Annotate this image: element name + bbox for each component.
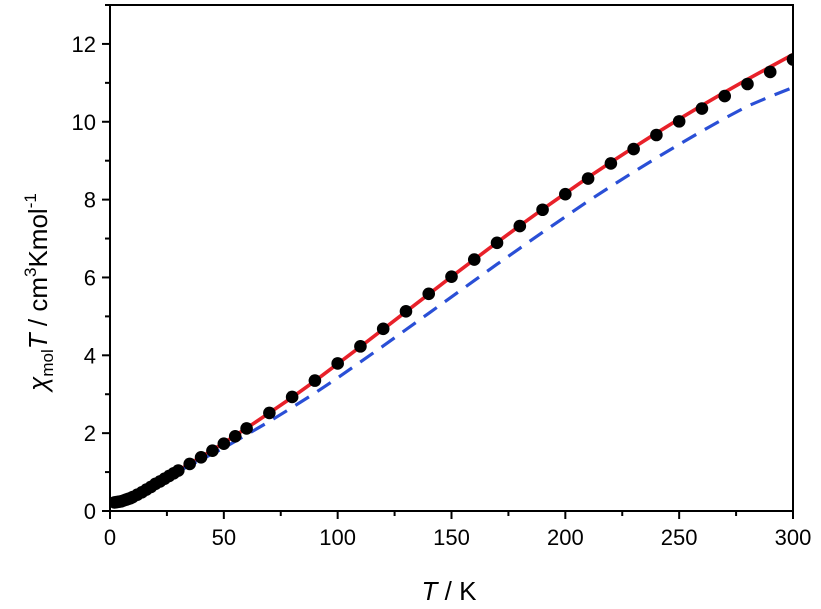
y-tick-label: 12 (72, 32, 96, 57)
x-tick-label: 300 (775, 525, 812, 550)
y-axis-title-unit-a: / cm (23, 277, 53, 333)
data-point (741, 77, 754, 91)
data-point (172, 464, 185, 477)
x-tick-label: 0 (104, 525, 116, 550)
y-axis-title-sub: mol (38, 349, 57, 376)
y-axis-title-sup-b: -1 (21, 193, 40, 208)
data-point (263, 406, 276, 420)
y-tick-label: 0 (84, 499, 96, 524)
x-axis-title-variable: T (422, 576, 440, 606)
data-point (467, 253, 481, 266)
data-point (581, 172, 595, 185)
ticks-layer: 0 50 100 150 200 250 300 0 2 4 6 8 10 12 (72, 4, 812, 550)
data-point (331, 357, 344, 370)
y-tick-label: 2 (84, 421, 96, 446)
data-point (490, 236, 504, 250)
data-point (445, 270, 458, 283)
data-point (217, 437, 231, 450)
data-point (513, 219, 527, 233)
data-point (786, 53, 793, 66)
data-point (422, 287, 436, 301)
data-points-series (110, 53, 793, 509)
x-tick-label: 200 (547, 525, 584, 550)
data-point (228, 429, 242, 443)
data-point (559, 187, 572, 201)
data-point (376, 322, 390, 336)
axes-layer (109, 4, 794, 512)
data-point (354, 340, 367, 353)
y-axis-title-sup-a: 3 (21, 268, 40, 277)
x-axis-title: T / K (422, 576, 478, 606)
data-point (183, 457, 196, 471)
x-tick-label: 50 (212, 525, 236, 550)
data-point (285, 390, 299, 404)
dashed-fit-line (112, 86, 793, 504)
data-point (650, 128, 663, 142)
data-point (627, 142, 640, 156)
x-tick-label: 150 (433, 525, 470, 550)
data-point (536, 203, 549, 217)
y-axis-title-chi: χ (23, 376, 53, 393)
data-point (763, 65, 777, 79)
y-tick-label: 6 (84, 265, 96, 290)
data-point (308, 374, 322, 387)
data-point (695, 102, 709, 115)
data-point (604, 157, 618, 170)
y-axis-title-variable: T (23, 331, 53, 349)
y-tick-label: 4 (84, 343, 96, 368)
x-axis-title-unit: / K (437, 576, 477, 606)
y-axis-title-unit-b: Kmol (23, 208, 53, 267)
y-tick-label: 10 (72, 110, 96, 135)
data-point (718, 89, 731, 103)
x-tick-label: 250 (661, 525, 698, 550)
y-axis-title: χmolT / cm3Kmol-1 (21, 193, 57, 393)
data-point (240, 422, 253, 435)
y-tick-label: 8 (84, 188, 96, 213)
series-layer (110, 52, 793, 509)
x-tick-label: 100 (319, 525, 356, 550)
plot-frame (109, 4, 794, 512)
data-point (399, 305, 413, 318)
data-point (672, 115, 686, 128)
data-point (206, 444, 219, 457)
data-point (194, 450, 208, 464)
